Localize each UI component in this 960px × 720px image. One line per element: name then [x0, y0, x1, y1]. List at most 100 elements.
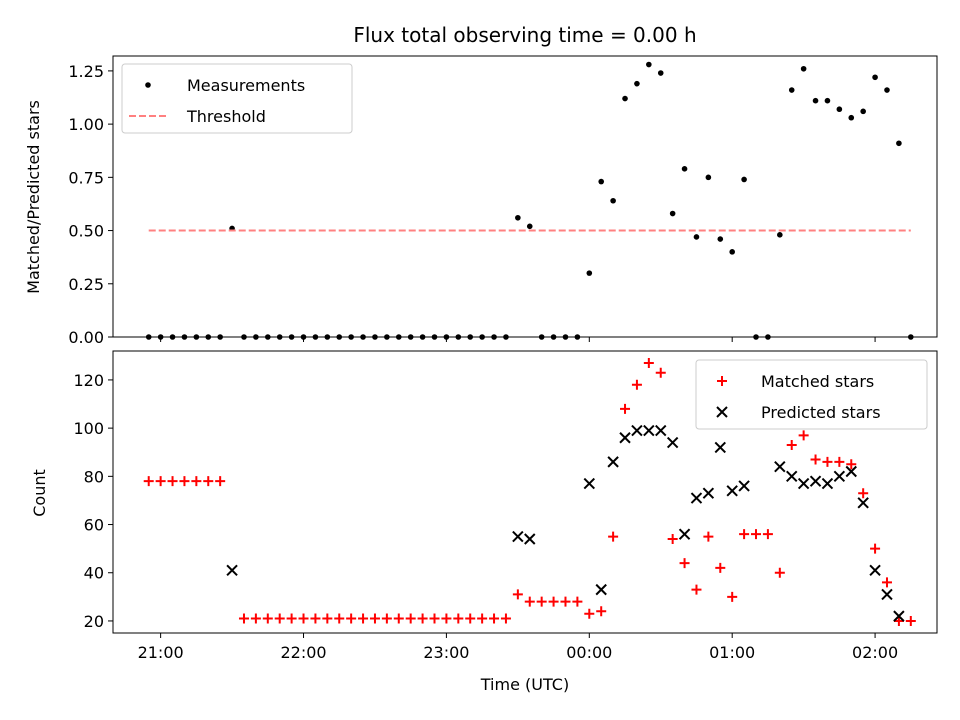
measurement-point: [503, 334, 509, 340]
matched-star-point: [715, 562, 726, 573]
measurement-point: [848, 114, 855, 121]
measurement-point: [157, 334, 164, 340]
measurement-point: [384, 334, 390, 340]
measurement-point: [550, 334, 557, 340]
bottom-ytick-label: 100: [73, 419, 104, 438]
matched-star-point: [310, 613, 321, 624]
matched-star-point: [560, 596, 571, 607]
matched-star-point: [536, 596, 547, 607]
matched-star-point: [631, 379, 642, 390]
measurement-point: [455, 334, 462, 340]
measurement-point: [145, 334, 152, 340]
measurement-point: [312, 334, 319, 340]
predicted-star-point: [512, 530, 524, 543]
matched-star-point: [191, 476, 202, 487]
matched-star-point: [893, 615, 904, 626]
measurement-point: [669, 210, 676, 217]
bottom-ytick-label: 60: [84, 516, 104, 535]
bottom-chart-ylabel: Count: [30, 469, 49, 517]
predicted-star-point: [774, 460, 786, 473]
matched-star-point: [334, 613, 345, 624]
measurement-point: [205, 334, 212, 340]
matched-star-point: [584, 608, 595, 619]
measurement-point: [836, 106, 843, 113]
measurement-point: [741, 176, 747, 183]
measurement-point: [872, 74, 878, 81]
predicted-star-point: [738, 480, 750, 492]
bottom-xtick-label: 00:00: [566, 643, 612, 662]
matched-star-point: [322, 613, 333, 624]
matched-star-point: [417, 613, 428, 624]
measurement-point: [395, 334, 402, 340]
predicted-star-point: [583, 477, 596, 490]
matched-star-point: [822, 456, 833, 467]
matched-star-point: [238, 613, 249, 624]
predicted-star-point: [809, 475, 822, 487]
measurement-point: [765, 334, 771, 340]
measurement-point: [884, 87, 890, 93]
matched-star-point: [500, 613, 511, 624]
matched-star-point: [751, 529, 762, 540]
matched-star-point: [465, 613, 476, 624]
measurement-point: [360, 334, 366, 340]
measurement-point: [896, 140, 902, 147]
bottom-ytick-label: 20: [84, 612, 104, 631]
measurement-point: [788, 87, 795, 93]
bottom-xtick-label: 01:00: [709, 643, 755, 662]
matched-star-point: [405, 613, 416, 624]
matched-star-point: [739, 529, 750, 540]
measurement-point: [300, 334, 307, 340]
matched-star-point: [667, 534, 678, 544]
bottom-plot-area: 20 40 60 80 100 120 21:00 22:00 23:00 00:00 01:00 0…: [73, 350, 938, 662]
top-ytick-label: 0.75: [68, 168, 104, 187]
measurement-point: [705, 174, 712, 181]
predicted-star-point: [226, 564, 238, 577]
matched-star-point: [215, 476, 226, 487]
matched-star-point: [477, 613, 488, 624]
matched-star-point: [286, 613, 297, 624]
matched-star-point: [381, 613, 392, 624]
measurement-point: [800, 65, 807, 72]
matched-star-point: [250, 613, 261, 624]
measurement-point: [610, 197, 616, 204]
bottom-legend-box: [695, 359, 928, 430]
predicted-star-point: [857, 497, 869, 509]
top-ytick-label: 0.50: [68, 222, 104, 241]
measurement-point: [467, 334, 474, 340]
matched-star-point: [774, 567, 785, 578]
predicted-star-point: [607, 456, 619, 468]
measurement-point: [515, 214, 521, 221]
matched-star-point: [441, 613, 452, 624]
matched-star-point: [881, 577, 892, 588]
measurement-point: [562, 334, 569, 340]
top-ytick-label: 1.25: [68, 62, 104, 81]
bottom-legend-label: Matched stars: [761, 372, 874, 391]
matched-star-point: [393, 613, 404, 624]
measurement-point: [181, 334, 188, 340]
bottom-xtick-label: 21:00: [138, 643, 184, 662]
measurement-point: [812, 97, 819, 104]
measurement-point: [348, 334, 354, 340]
predicted-star-point: [524, 533, 536, 545]
matched-star-point: [810, 454, 821, 465]
matched-star-point: [512, 589, 523, 600]
predicted-star-point: [666, 436, 679, 449]
measurement-point: [217, 334, 223, 340]
matched-star-point: [262, 613, 273, 624]
bottom-axes-frame: [112, 350, 938, 634]
predicted-star-point: [631, 424, 643, 437]
top-ytick-label: 1.00: [68, 115, 104, 134]
predicted-star-point: [833, 470, 846, 483]
predicted-star-point: [690, 492, 703, 504]
matched-star-point: [346, 613, 357, 624]
predicted-star-point: [786, 470, 798, 483]
measurement-point: [586, 270, 593, 276]
measurement-point: [491, 334, 497, 340]
measurement-point: [860, 108, 866, 115]
matched-star-point: [727, 591, 738, 602]
matched-star-point: [655, 367, 666, 378]
matched-star-point: [691, 584, 702, 595]
predicted-star-point: [726, 485, 738, 497]
matched-star-point: [798, 430, 809, 441]
